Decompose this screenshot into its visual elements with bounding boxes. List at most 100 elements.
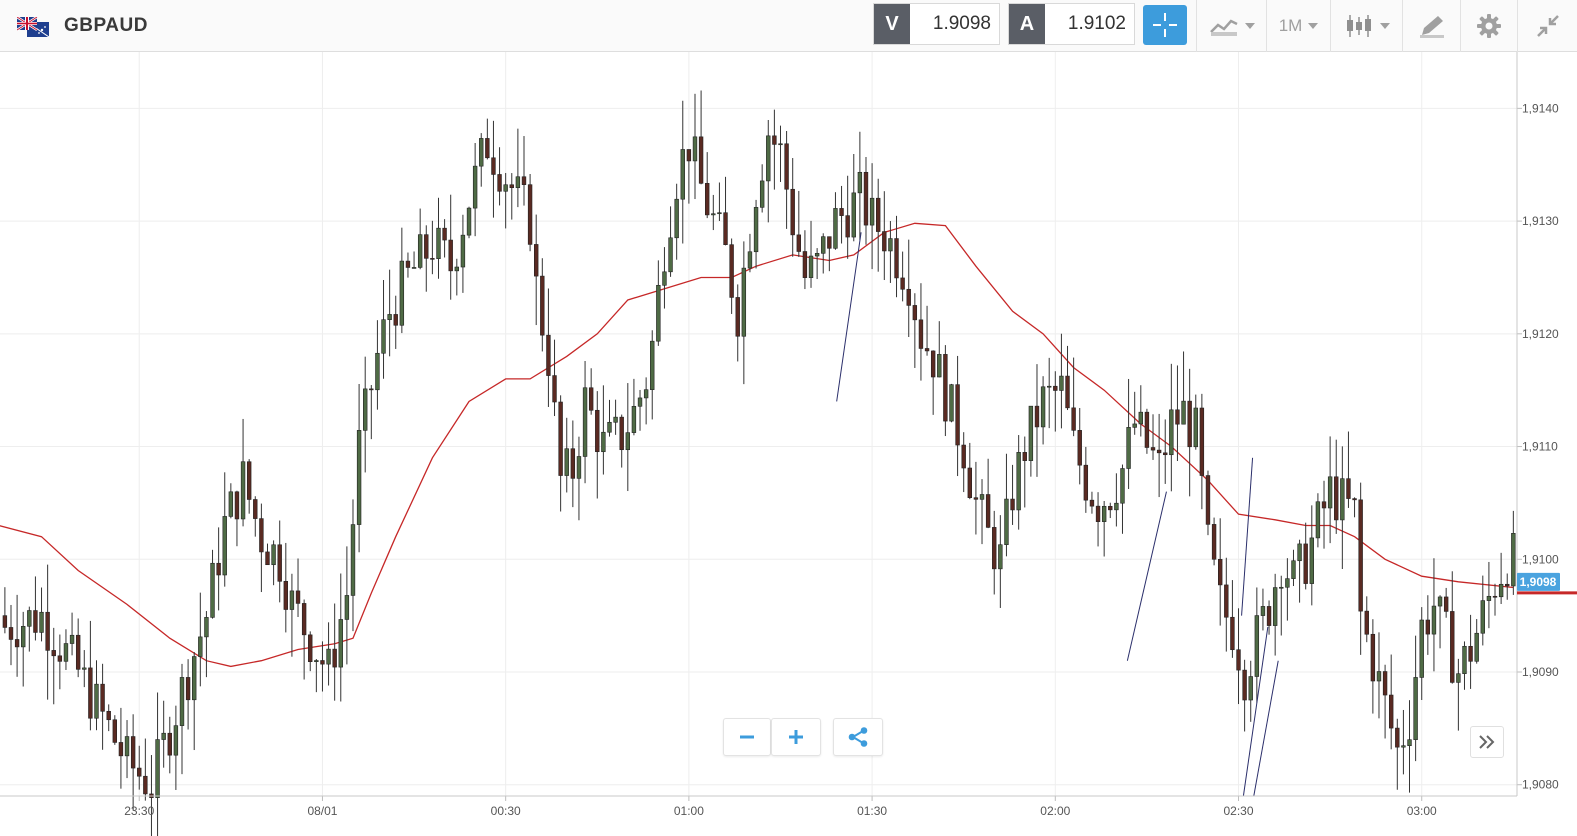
bearish-candle [1266, 600, 1272, 635]
candle-body [1297, 543, 1302, 562]
candle-body [992, 527, 997, 570]
candle-body [1352, 498, 1357, 501]
bearish-candle [277, 520, 282, 603]
bearish-candle [985, 458, 991, 529]
bullish-candle [411, 251, 417, 269]
sell-price: 1.9098 [932, 13, 991, 34]
bearish-candle [1242, 659, 1247, 732]
candle-body [45, 611, 50, 651]
candle-body [625, 432, 631, 451]
bearish-candle [167, 716, 172, 774]
bearish-candle [1034, 364, 1040, 477]
candle-body [1376, 671, 1382, 682]
bearish-candle [118, 707, 124, 789]
candle-body [430, 258, 435, 260]
bullish-candle [625, 383, 631, 492]
candle-body [772, 135, 777, 145]
candle-body [1468, 645, 1473, 662]
y-tick-label: 1,9130 [1522, 214, 1559, 228]
candle-body [1346, 478, 1351, 499]
bullish-candle [417, 208, 423, 270]
timeframe-dropdown[interactable]: 1M [1266, 0, 1330, 52]
bearish-candle [1187, 368, 1192, 497]
candle-body [1077, 430, 1082, 466]
candle-body [2, 615, 8, 628]
bullish-candle [717, 182, 722, 222]
candle-body [1156, 449, 1162, 454]
sell-quote-box[interactable]: V 1.9098 [873, 3, 1000, 45]
bearish-candle [320, 641, 325, 692]
candle-body [436, 227, 441, 259]
bearish-candle [143, 738, 148, 801]
bearish-candle [405, 252, 411, 278]
bearish-candle [906, 239, 911, 338]
candle-body [961, 444, 966, 469]
settings-button[interactable] [1460, 0, 1517, 52]
bearish-candle [1108, 502, 1113, 519]
bullish-candle [1101, 500, 1107, 557]
scroll-to-latest-button[interactable] [1470, 726, 1504, 758]
candle-body [88, 667, 93, 719]
candle-body [1095, 505, 1101, 522]
candle-body [802, 251, 808, 278]
chart-type-dropdown[interactable] [1330, 0, 1402, 52]
candle-body [924, 348, 930, 352]
candle-body [662, 271, 667, 286]
candle-body [1138, 411, 1143, 425]
buy-price: 1.9102 [1067, 13, 1126, 34]
indicators-dropdown[interactable] [1196, 0, 1266, 52]
zoom-out-button[interactable] [723, 718, 771, 756]
bullish-candle [888, 221, 893, 283]
bullish-candle [1327, 436, 1333, 544]
bearish-candle [552, 339, 557, 417]
candle-body [106, 710, 111, 721]
bearish-candle [992, 510, 997, 595]
candle-body [1456, 673, 1461, 683]
bearish-candle [796, 190, 801, 257]
bullish-candle [82, 650, 87, 688]
zoom-in-button[interactable] [771, 718, 821, 756]
candle-body [741, 267, 747, 337]
bullish-candle [821, 233, 826, 274]
bearish-candle [137, 745, 142, 790]
plus-icon [789, 730, 803, 744]
bullish-candle [949, 383, 954, 423]
share-button[interactable] [833, 718, 883, 756]
candle-body [393, 314, 398, 326]
bullish-candle [979, 479, 985, 545]
candle-body [692, 136, 698, 162]
bullish-candle [1431, 558, 1437, 672]
bullish-candle [124, 720, 130, 779]
bullish-candle [741, 241, 747, 385]
bullish-candle [747, 233, 753, 273]
bullish-candle [350, 499, 356, 632]
candle-body [869, 197, 875, 226]
bullish-candle [662, 247, 667, 309]
bearish-candle [393, 295, 398, 349]
bearish-candle [827, 236, 832, 272]
candle-body [179, 677, 185, 726]
bullish-candle [1291, 549, 1296, 587]
crosshair-button[interactable] [1143, 5, 1187, 45]
bullish-candle [869, 163, 875, 270]
bearish-candle [1199, 393, 1205, 510]
bearish-candle [430, 220, 435, 275]
collapse-button[interactable] [1517, 0, 1577, 52]
candle-body [521, 176, 527, 185]
candle-body [1224, 584, 1229, 618]
candle-body [912, 305, 918, 321]
bearish-candle [1205, 470, 1211, 536]
candle-body [442, 227, 447, 241]
bullish-candle [1279, 575, 1284, 636]
candle-body [21, 625, 26, 648]
bearish-candle [51, 627, 56, 705]
candle-body [814, 253, 820, 257]
buy-quote-box[interactable]: A 1.9102 [1008, 3, 1135, 45]
candle-body [204, 617, 209, 638]
bearish-candle [485, 118, 490, 160]
drawing-tools-button[interactable] [1402, 0, 1460, 52]
candle-body [595, 409, 600, 453]
bearish-candle [283, 542, 289, 633]
candle-body [240, 461, 246, 520]
price-chart[interactable]: 1,9080 1,9090 1,9100 1,9110 1,9120 1,9130 1,91… [0, 52, 1577, 836]
